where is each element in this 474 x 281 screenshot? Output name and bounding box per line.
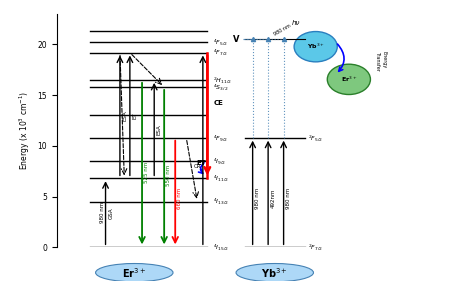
Text: CE: CE <box>214 100 224 106</box>
Text: 980 nm: 980 nm <box>255 187 260 209</box>
Ellipse shape <box>294 31 337 62</box>
Text: $^4I_{11/2}$: $^4I_{11/2}$ <box>213 174 229 183</box>
Text: 980 nm: 980 nm <box>273 24 292 37</box>
Text: $^4F_{7/2}$: $^4F_{7/2}$ <box>213 48 228 57</box>
Ellipse shape <box>236 264 313 281</box>
Text: $^4S_{3/2}$: $^4S_{3/2}$ <box>213 82 228 92</box>
FancyArrowPatch shape <box>199 163 204 173</box>
Ellipse shape <box>96 264 173 281</box>
Text: CR: CR <box>194 164 201 169</box>
Text: Energy
Transfer: Energy Transfer <box>375 51 386 71</box>
FancyArrowPatch shape <box>337 44 344 71</box>
Text: ET: ET <box>196 160 206 166</box>
Y-axis label: Energy (x $10^3$ cm$^{-1}$): Energy (x $10^3$ cm$^{-1}$) <box>18 91 32 170</box>
Text: $^4I_{15/2}$: $^4I_{15/2}$ <box>213 243 229 252</box>
Text: Er$^{3+}$: Er$^{3+}$ <box>341 75 357 84</box>
Text: hν: hν <box>292 21 300 26</box>
Text: 980 nm: 980 nm <box>286 187 291 209</box>
Text: ESA: ESA <box>156 124 162 135</box>
Text: V: V <box>233 35 239 44</box>
Text: $^2F_{7/2}$: $^2F_{7/2}$ <box>308 243 323 252</box>
Ellipse shape <box>327 64 370 94</box>
Text: $^2H_{11/2}$: $^2H_{11/2}$ <box>213 75 232 85</box>
Text: 980 nm: 980 nm <box>100 202 105 223</box>
Text: 525 nm: 525 nm <box>144 161 149 183</box>
Text: Yb$^{3+}$: Yb$^{3+}$ <box>307 42 325 51</box>
Text: $^4F_{9/2}$: $^4F_{9/2}$ <box>213 133 228 142</box>
Text: Er$^{3+}$: Er$^{3+}$ <box>122 266 146 280</box>
Text: ET: ET <box>132 112 137 119</box>
Text: $^4I_{13/2}$: $^4I_{13/2}$ <box>213 197 229 207</box>
Text: 660 nm: 660 nm <box>177 187 182 209</box>
Text: 550 nm: 550 nm <box>166 165 172 186</box>
Text: ESA: ESA <box>122 110 127 121</box>
Text: 492nm: 492nm <box>270 188 275 208</box>
Text: $^2F_{5/2}$: $^2F_{5/2}$ <box>308 133 323 142</box>
Text: GSA: GSA <box>109 207 113 219</box>
Text: Yb$^{3+}$: Yb$^{3+}$ <box>261 266 288 280</box>
Text: $^4I_{9/2}$: $^4I_{9/2}$ <box>213 156 226 166</box>
Text: $^4F_{5/2}$: $^4F_{5/2}$ <box>213 38 228 47</box>
